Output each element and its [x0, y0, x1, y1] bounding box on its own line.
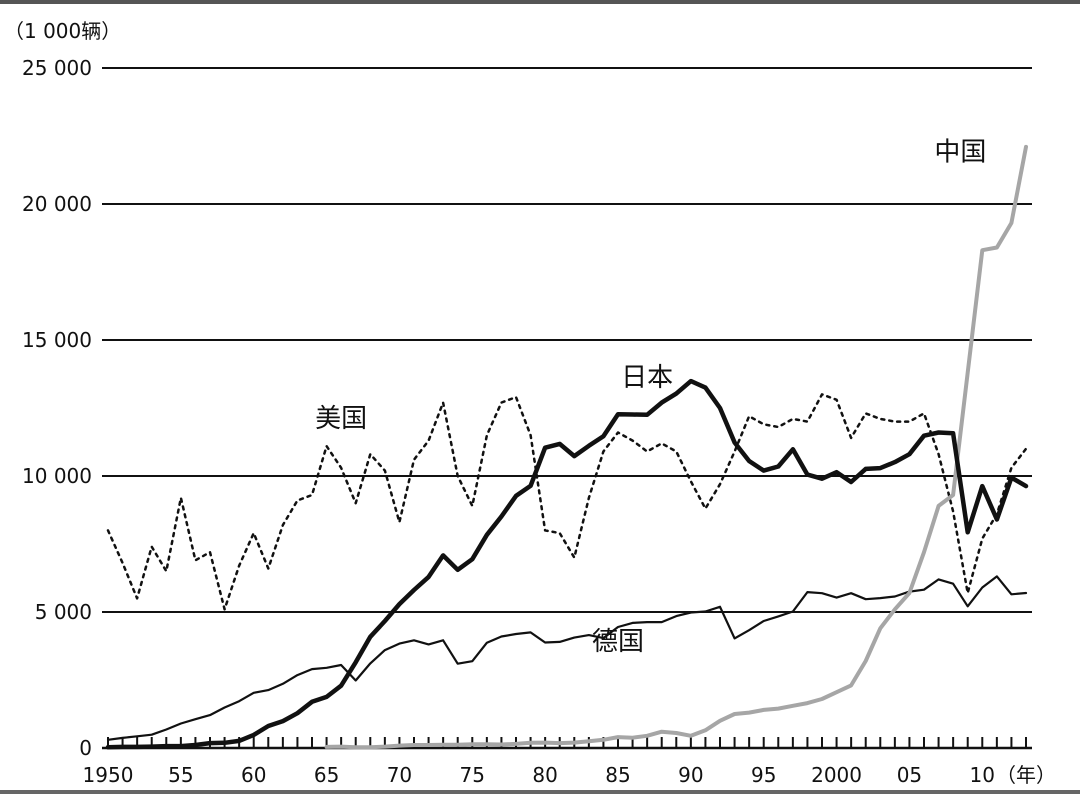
series-label: 中国 — [934, 137, 986, 167]
series-line-中国 — [324, 144, 1028, 750]
series-line-美国 — [106, 393, 1028, 611]
y-tick-label: 10 000 — [22, 464, 92, 488]
y-axis-unit-label: （1 000辆） — [4, 19, 121, 43]
x-tick-label: 80 — [532, 763, 557, 787]
y-tick-label: 25 000 — [22, 56, 92, 80]
y-tick-labels: 0 5 000 10 000 15 000 20 000 25 000 — [22, 56, 92, 760]
x-tick-label: 05 — [897, 763, 922, 787]
series-label: 德国 — [592, 627, 644, 657]
x-tick-label: 2000 — [811, 763, 862, 787]
gridlines — [102, 67, 1032, 613]
x-tick-label: 60 — [241, 763, 266, 787]
y-tick-label: 0 — [79, 736, 92, 760]
x-tick-labels: 1950 55 60 65 70 75 80 85 90 95 2000 05 10 — [83, 763, 995, 787]
x-tick-label: 65 — [314, 763, 339, 787]
series-line-日本 — [105, 378, 1029, 750]
bottom-border — [0, 790, 1080, 794]
top-border — [0, 0, 1080, 4]
x-tick-label: 55 — [168, 763, 193, 787]
series-label: 美国 — [315, 404, 367, 434]
x-tick-label: 85 — [605, 763, 630, 787]
x-tick-label: 95 — [751, 763, 776, 787]
x-tick-label: 75 — [460, 763, 485, 787]
series-line-德国 — [106, 575, 1028, 741]
x-axis-unit-label: （年） — [996, 763, 1056, 787]
y-tick-label: 20 000 — [22, 192, 92, 216]
x-tick-label: 70 — [387, 763, 412, 787]
x-tick-label: 90 — [678, 763, 703, 787]
series-label: 日本 — [621, 363, 673, 393]
y-tick-label: 5 000 — [35, 600, 92, 624]
series-lines — [105, 144, 1029, 750]
x-tick-label: 1950 — [83, 763, 134, 787]
y-tick-label: 15 000 — [22, 328, 92, 352]
x-tick-label: 10 — [970, 763, 995, 787]
